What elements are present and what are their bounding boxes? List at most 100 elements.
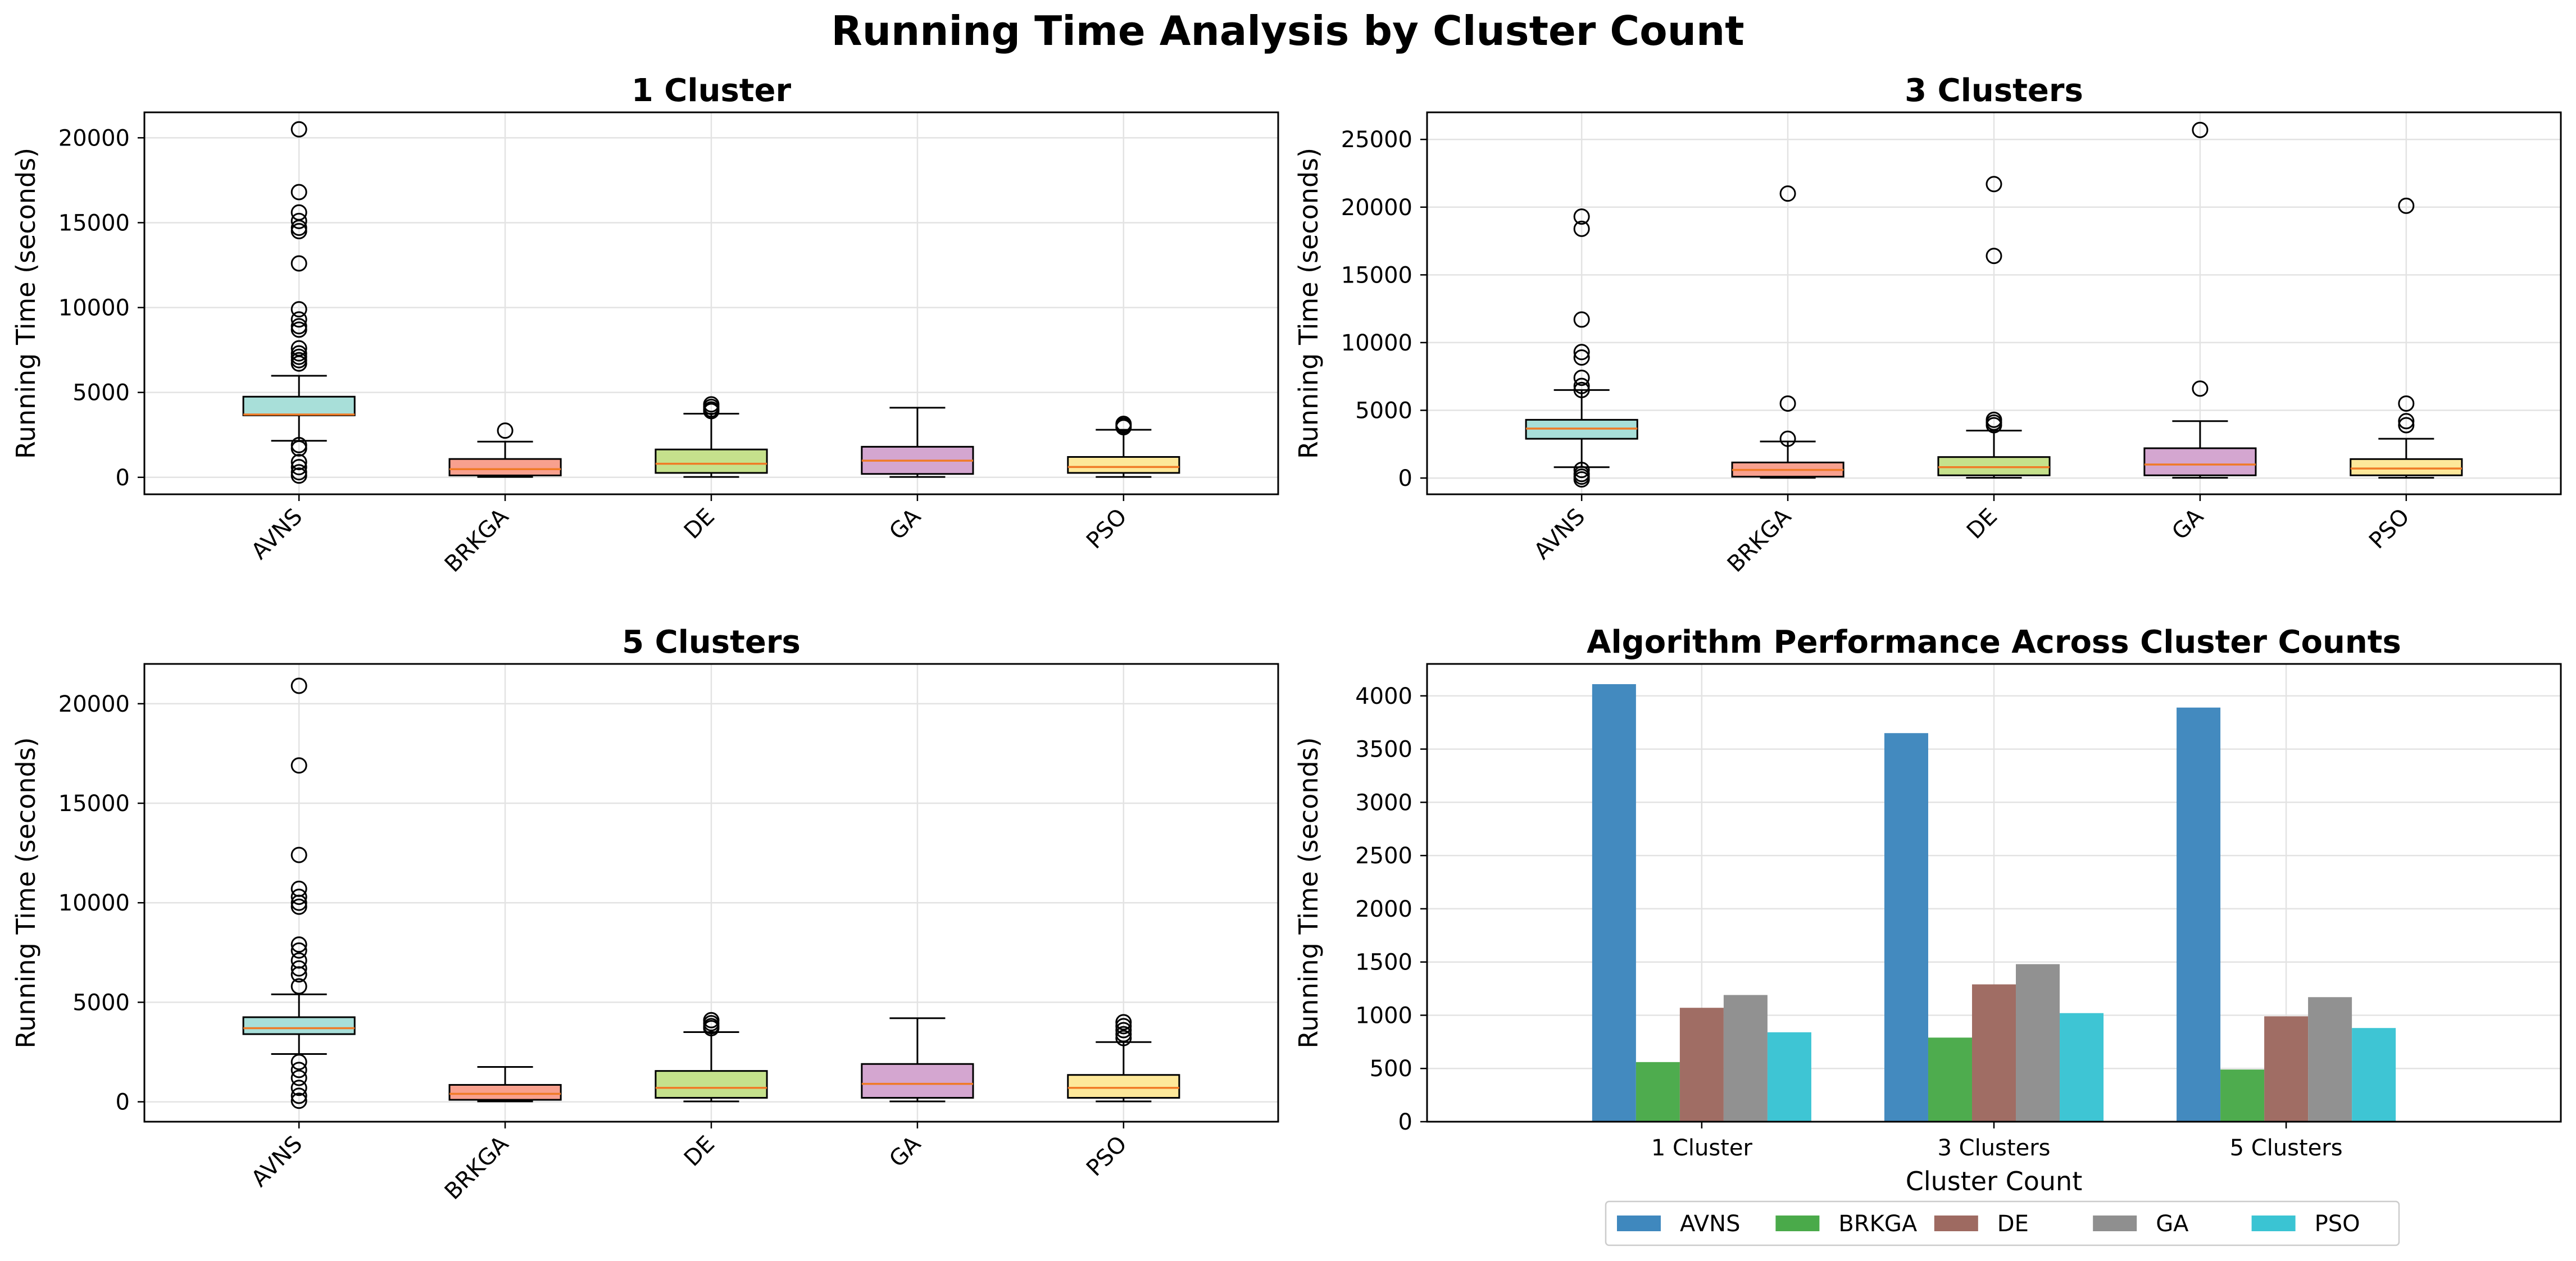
outlier-point xyxy=(290,121,307,138)
box-ga xyxy=(861,1017,974,1103)
box-iqr xyxy=(1067,456,1180,474)
y-tick-label: 4000 xyxy=(1355,684,1412,709)
outlier-point xyxy=(290,255,307,272)
x-tick-label: DE xyxy=(1962,504,2002,544)
subplot-title: 3 Clusters xyxy=(1905,72,2083,109)
legend: AVNS BRKGA DE GA PSO xyxy=(1605,1200,2400,1246)
y-tick-label: 10000 xyxy=(58,295,130,321)
box-ga xyxy=(2143,121,2257,479)
outlier-point xyxy=(290,942,307,959)
y-tick-label: 15000 xyxy=(58,791,130,817)
x-axis-label: Cluster Count xyxy=(1906,1166,2083,1196)
outlier-point xyxy=(290,1092,307,1109)
bar xyxy=(1928,1037,1972,1122)
box-iqr xyxy=(1067,1074,1180,1099)
y-tick-label: 1500 xyxy=(1355,950,1412,976)
y-tick-label: 20000 xyxy=(1341,195,1412,221)
outlier-point xyxy=(290,1087,307,1104)
y-tick-label: 15000 xyxy=(58,210,130,236)
bar xyxy=(2352,1028,2396,1122)
outlier-point xyxy=(1573,381,1590,398)
outlier-point xyxy=(290,454,307,471)
y-tick-label: 2500 xyxy=(1355,843,1412,869)
box-brkga xyxy=(448,422,562,478)
legend-swatch xyxy=(1775,1216,1820,1231)
outlier-point xyxy=(1986,417,2002,434)
outlier-point xyxy=(1115,1030,1132,1046)
box-iqr xyxy=(242,1016,356,1035)
y-tick-label: 5000 xyxy=(72,380,130,406)
subplots: 1 Cluster 0 5000 10000 15000 20000 Running Tim… xyxy=(11,72,2562,1246)
y-axis-label: Running Time (seconds) xyxy=(11,737,41,1048)
bar xyxy=(1723,995,1768,1122)
bar xyxy=(1592,684,1636,1122)
outlier-point xyxy=(2398,413,2415,430)
y-tick-label: 0 xyxy=(1398,466,1412,491)
x-tick-label: GA xyxy=(884,1131,926,1172)
x-tick-label: AVNS xyxy=(1529,504,1591,565)
x-tick-label: 1 Cluster xyxy=(1651,1135,1753,1161)
series-ga xyxy=(1723,964,2352,1122)
x-tick-label: 5 Clusters xyxy=(2230,1135,2343,1161)
box-iqr xyxy=(448,458,562,476)
bar xyxy=(1635,1062,1680,1122)
box-iqr xyxy=(2350,458,2463,476)
outlier-point xyxy=(290,960,307,977)
bar xyxy=(1884,733,1928,1122)
x-tick-label: BRKGA xyxy=(1723,503,1797,577)
box-iqr xyxy=(448,1084,562,1101)
outlier-point xyxy=(2398,417,2415,434)
outlier-point xyxy=(1115,1022,1132,1039)
x-tick-label: DE xyxy=(679,1131,720,1172)
outlier-point xyxy=(1115,1014,1132,1031)
bar xyxy=(2060,1013,2104,1122)
box-iqr xyxy=(655,1070,768,1099)
outlier-point xyxy=(2192,380,2209,397)
outlier-point xyxy=(1573,349,1590,366)
x-tick-label: PSO xyxy=(1082,1131,1132,1182)
legend-swatch xyxy=(2093,1216,2137,1231)
bar xyxy=(1971,984,2016,1122)
x-tick-label: 3 Clusters xyxy=(1938,1135,2051,1161)
box-de xyxy=(655,1012,768,1103)
outlier-point xyxy=(1573,377,1590,394)
outlier-point xyxy=(290,966,307,983)
y-tick-label: 15000 xyxy=(1341,262,1412,288)
legend-label: BRKGA xyxy=(1838,1211,1917,1237)
box-ga xyxy=(861,407,974,478)
outlier-point xyxy=(290,301,307,318)
x-tick-label: AVNS xyxy=(247,504,308,565)
legend-label: AVNS xyxy=(1680,1211,1740,1237)
outlier-point xyxy=(290,223,307,240)
bar xyxy=(2220,1069,2265,1122)
box-pso xyxy=(1067,416,1180,478)
bar xyxy=(2264,1016,2309,1122)
bar xyxy=(2177,707,2221,1122)
bar xyxy=(1767,1032,1811,1122)
box-iqr xyxy=(2143,447,2257,476)
y-tick-label: 3000 xyxy=(1355,790,1412,816)
box-iqr xyxy=(861,1063,974,1099)
bar xyxy=(2308,997,2352,1122)
y-axis-label: Running Time (seconds) xyxy=(1293,148,1324,459)
outlier-point xyxy=(2192,121,2209,138)
outlier-point xyxy=(290,321,307,338)
outlier-point xyxy=(290,1062,307,1078)
y-axis-label: Running Time (seconds) xyxy=(11,148,41,459)
outlier-point xyxy=(290,846,307,863)
axes-frame xyxy=(1426,111,2562,495)
series-avns xyxy=(1592,684,2221,1122)
x-tick-label: GA xyxy=(2167,503,2209,545)
subplot-title: 5 Clusters xyxy=(622,624,801,661)
outlier-point xyxy=(1986,248,2002,265)
outlier-point xyxy=(497,422,514,439)
legend-label: DE xyxy=(1997,1211,2029,1237)
outlier-point xyxy=(290,894,307,911)
outlier-point xyxy=(1573,220,1590,237)
y-tick-label: 1000 xyxy=(1355,1003,1412,1028)
y-axis-label: Running Time (seconds) xyxy=(1293,737,1324,1048)
outlier-point xyxy=(290,467,307,484)
legend-label: PSO xyxy=(2315,1211,2360,1237)
box-iqr xyxy=(1937,456,2051,476)
subplot-3: 5 Clusters 0 5000 10000 15000 20000 Running Ti… xyxy=(11,624,1279,1205)
